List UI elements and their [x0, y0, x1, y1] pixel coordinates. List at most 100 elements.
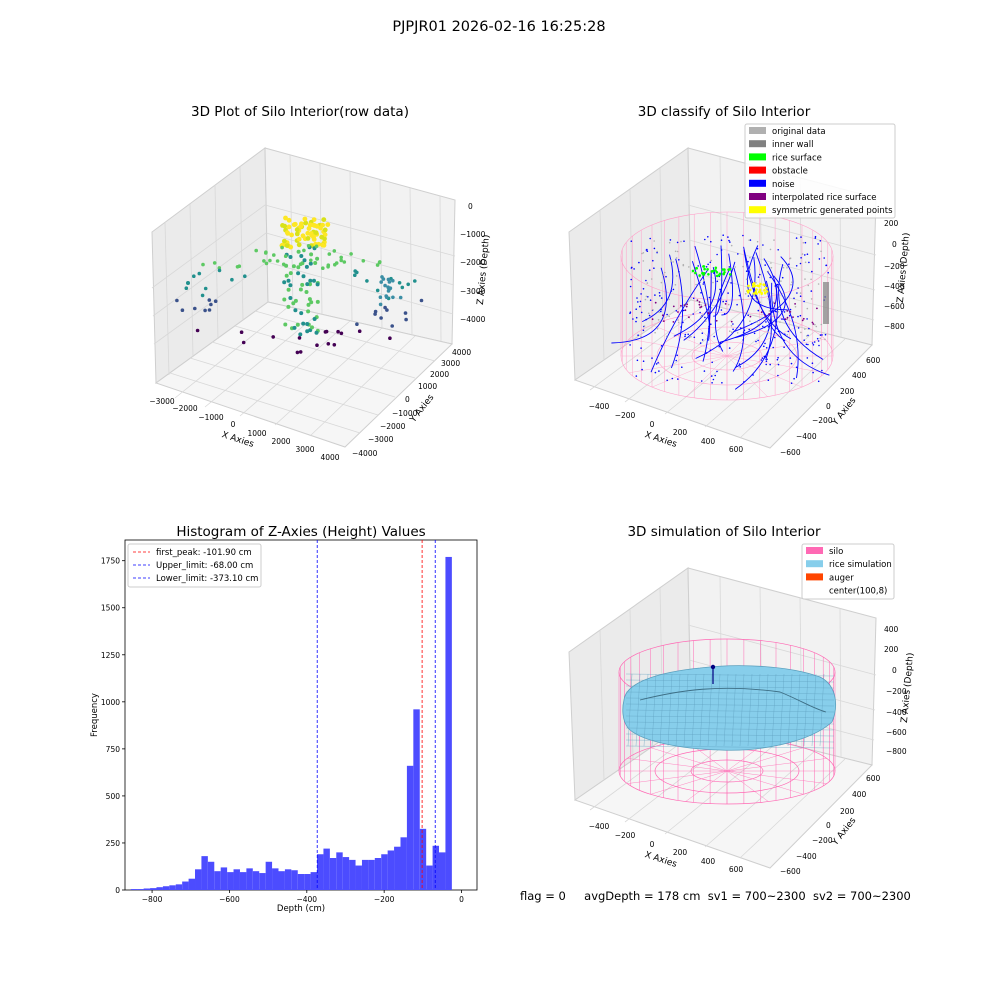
noise-point	[753, 332, 756, 335]
noise-point	[806, 357, 809, 359]
original-point	[777, 311, 779, 313]
raw-point	[320, 222, 325, 228]
sv1-text: sv1 = 700~2300	[707, 889, 806, 903]
raw-point	[280, 245, 284, 250]
rice-mesh-line	[643, 673, 649, 747]
original-point	[677, 319, 679, 321]
hist-y-tick-label: 250	[106, 839, 121, 848]
z-tick-label: −1000	[460, 230, 486, 239]
raw-point	[383, 283, 387, 288]
original-point	[690, 335, 692, 338]
noise-curve	[713, 245, 723, 317]
noise-point	[728, 239, 730, 242]
sim-legend-swatch	[806, 547, 823, 554]
raw-point	[391, 295, 395, 300]
raw-point	[320, 242, 326, 248]
y-tick-label: 2000	[430, 370, 449, 379]
interp-point	[789, 311, 792, 313]
noise-point	[710, 323, 712, 326]
hist-x-tick-label: 0	[459, 895, 464, 904]
noise-curve	[734, 284, 778, 390]
x-tick-label: −200	[615, 411, 636, 420]
noise-point	[635, 375, 638, 377]
interp-point	[654, 301, 657, 304]
noise-point	[632, 318, 634, 320]
original-point	[700, 304, 703, 306]
interp-point	[661, 314, 664, 317]
silo-floor-spoke	[629, 355, 728, 373]
noise-point	[757, 339, 759, 342]
noise-point	[739, 327, 742, 329]
raw-point	[296, 236, 302, 242]
noise-point	[783, 318, 785, 321]
classify-legend-swatch	[749, 179, 766, 187]
y-tick-label: −1000	[392, 409, 418, 418]
original-point	[674, 284, 677, 286]
rice-mesh-line	[625, 715, 835, 719]
panel-simulation-3d: 3D simulation of Silo Interior	[568, 524, 916, 876]
noise-point	[708, 325, 710, 328]
hist-bar	[233, 869, 240, 890]
noise-point	[819, 334, 822, 336]
raw-point	[291, 222, 297, 228]
raw-point	[334, 261, 339, 265]
classify-legend-swatch	[749, 127, 766, 134]
z-tick-label: −600	[884, 302, 905, 311]
classify-legend-swatch	[749, 153, 766, 161]
original-point	[664, 271, 666, 274]
noise-point	[638, 261, 640, 264]
noise-point	[676, 354, 678, 357]
rice-surface-point	[698, 274, 701, 277]
hist-y-tick-label: 1000	[101, 698, 120, 707]
noise-point	[645, 279, 647, 282]
x-tick-label: 2000	[271, 437, 290, 446]
hist-bar	[297, 874, 305, 890]
noise-point	[657, 362, 659, 364]
original-point	[658, 311, 660, 314]
interp-point	[816, 307, 818, 310]
original-point	[742, 298, 744, 301]
raw-point	[300, 233, 306, 239]
hist-bar	[182, 881, 189, 890]
noise-point	[827, 271, 829, 274]
noise-point	[812, 344, 815, 346]
rice-mesh-line	[755, 673, 761, 747]
original-point	[756, 321, 758, 323]
raw-point	[286, 278, 291, 283]
rice-mesh-line	[625, 679, 835, 683]
noise-point	[745, 270, 748, 273]
noise-point	[795, 265, 798, 267]
noise-point	[763, 355, 766, 358]
noise-point	[765, 363, 767, 366]
original-point	[815, 325, 818, 328]
noise-point	[769, 363, 771, 366]
x-tick-label: −200	[615, 831, 636, 840]
classify-3d-legend: original data inner wall rice surface obsta…	[744, 123, 896, 219]
classify-legend-swatch	[749, 166, 766, 174]
raw-point	[288, 271, 293, 276]
original-point	[653, 240, 655, 242]
noise-curve	[732, 267, 745, 372]
raw-point	[184, 286, 189, 291]
original-point	[768, 310, 771, 312]
noise-point	[793, 377, 795, 380]
raw-point	[304, 290, 309, 294]
hist-bar	[278, 871, 285, 890]
raw-point	[339, 255, 344, 260]
original-point	[817, 283, 820, 285]
raw-point	[325, 222, 331, 228]
raw-point	[192, 274, 196, 279]
raw-point	[175, 298, 179, 303]
z-tick-label: −2000	[460, 258, 486, 267]
noise-point	[774, 285, 777, 287]
z-tick-label: 200	[884, 645, 899, 654]
hist-x-tick-label: −800	[142, 895, 163, 904]
raw-point	[311, 237, 317, 242]
hist-bar	[394, 846, 401, 890]
raw-point	[288, 255, 293, 259]
y-tick-label: −4000	[352, 449, 378, 458]
noise-point	[700, 292, 702, 294]
original-point	[791, 281, 793, 284]
raw-point	[289, 232, 294, 238]
original-point	[736, 332, 739, 334]
